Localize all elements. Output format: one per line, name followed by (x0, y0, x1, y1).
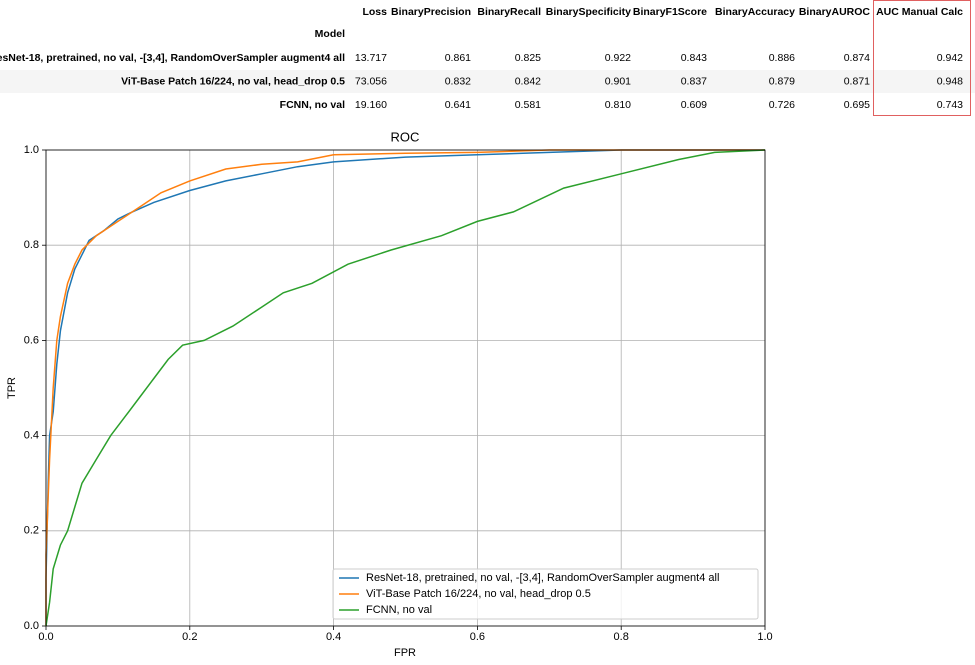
x-tick-label: 0.0 (38, 631, 53, 643)
x-tick-label: 0.4 (326, 631, 341, 643)
cell: 0.641 (445, 99, 471, 111)
y-tick-label: 0.8 (24, 239, 39, 251)
legend-box (332, 568, 759, 620)
index-name: Model (315, 28, 345, 40)
cell: 0.886 (769, 52, 795, 64)
column-header: Loss (362, 6, 387, 18)
cell: 0.942 (937, 52, 963, 64)
cell: 0.581 (515, 99, 541, 111)
x-tick-label: 0.8 (614, 631, 629, 643)
cell: 19.160 (355, 99, 387, 111)
x-tick-label: 0.2 (182, 631, 197, 643)
chart-title: ROC (391, 129, 420, 144)
column-header: BinaryAUROC (799, 6, 871, 18)
column-header: BinaryRecall (477, 6, 541, 18)
roc-line (45, 149, 765, 626)
legend-label: ViT-Base Patch 16/224, no val, head_drop… (366, 588, 591, 600)
row-stripe (0, 70, 975, 93)
cell: 0.832 (445, 75, 471, 87)
cell: 0.726 (769, 99, 795, 111)
x-tick-label: 0.6 (470, 631, 485, 643)
x-axis-label: FPR (394, 647, 416, 659)
row-label: FCNN, no val (280, 99, 345, 111)
cell: 0.825 (515, 52, 541, 64)
cell: 0.922 (605, 52, 631, 64)
plot-frame (45, 149, 766, 627)
cell: 0.948 (937, 75, 963, 87)
cell: 0.871 (844, 75, 870, 87)
cell: 0.743 (937, 99, 963, 111)
y-tick-label: 0.6 (24, 334, 39, 346)
y-axis-label: TPR (6, 377, 18, 399)
column-header: BinarySpecificity (546, 6, 631, 18)
cell: 0.837 (681, 75, 707, 87)
legend-label: FCNN, no val (366, 604, 432, 616)
y-tick-label: 0.0 (24, 620, 39, 632)
column-header: BinaryAccuracy (715, 6, 795, 18)
row-label: ResNet-18, pretrained, no val, -[3,4], R… (0, 52, 345, 64)
cell: 13.717 (355, 52, 387, 64)
column-header: AUC Manual Calc (876, 6, 963, 18)
legend-label: ResNet-18, pretrained, no val, -[3,4], R… (366, 572, 719, 584)
cell: 0.609 (681, 99, 707, 111)
column-header: BinaryPrecision (391, 6, 471, 18)
y-tick-label: 0.4 (24, 430, 39, 442)
roc-line (45, 149, 766, 627)
column-header: BinaryF1Score (633, 6, 707, 18)
highlight-box (873, 0, 971, 116)
cell: 0.842 (515, 75, 541, 87)
cell: 0.810 (605, 99, 631, 111)
roc-line (45, 149, 765, 626)
row-label: ViT-Base Patch 16/224, no val, head_drop… (121, 75, 345, 87)
y-tick-label: 0.2 (24, 525, 39, 537)
cell: 73.056 (355, 75, 387, 87)
cell: 0.901 (605, 75, 631, 87)
y-tick-label: 1.0 (24, 144, 39, 156)
cell: 0.874 (844, 52, 870, 64)
cell: 0.843 (681, 52, 707, 64)
cell: 0.879 (769, 75, 795, 87)
cell: 0.861 (445, 52, 471, 64)
cell: 0.695 (844, 99, 870, 111)
x-tick-label: 1.0 (757, 631, 772, 643)
